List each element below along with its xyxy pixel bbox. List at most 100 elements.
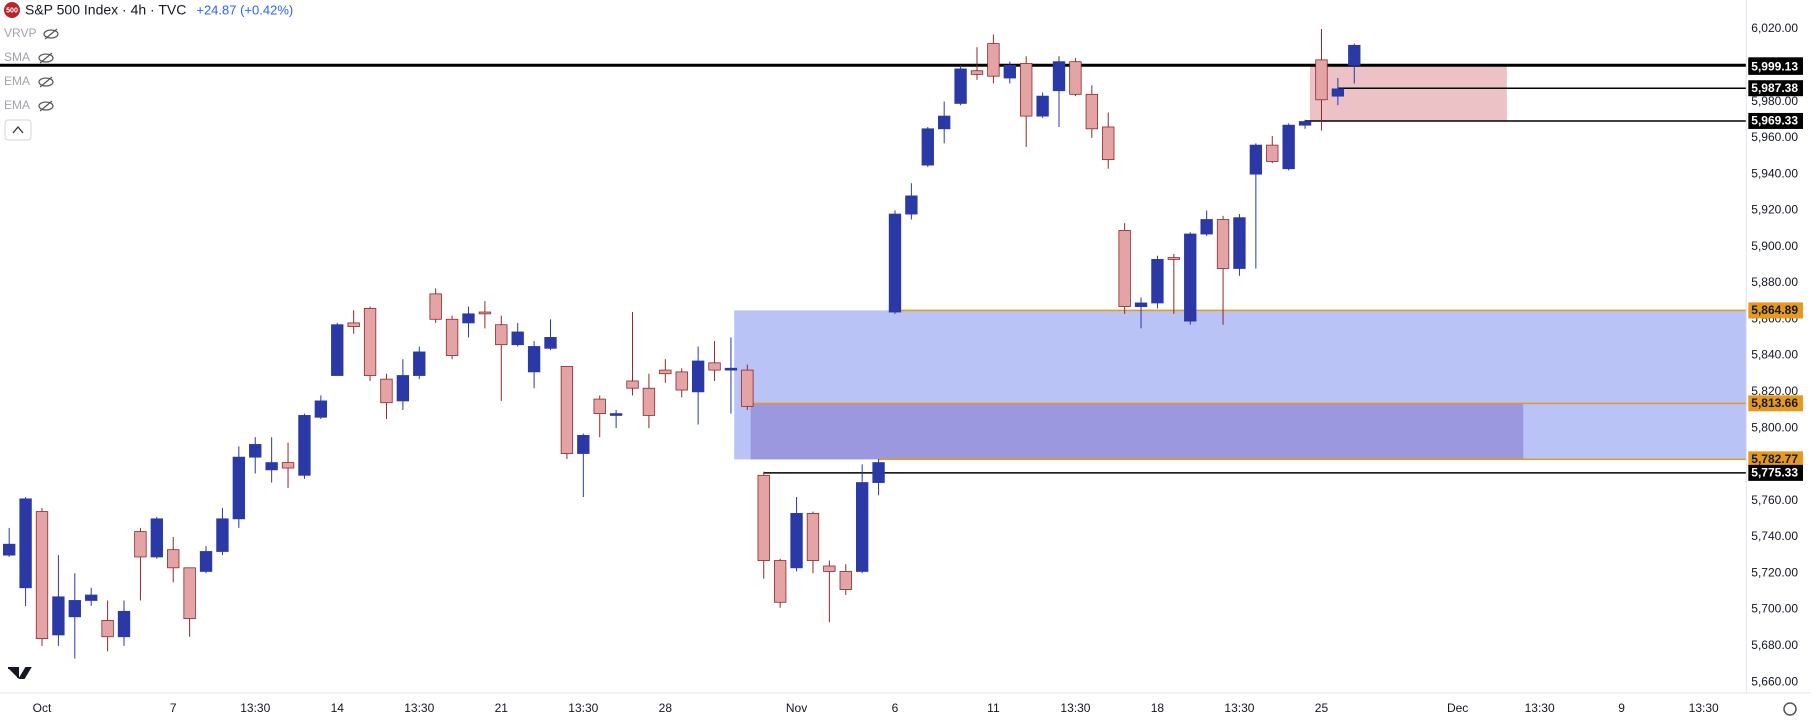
candle-body: [19, 498, 32, 589]
candle-body: [938, 115, 951, 130]
price-tag: [1748, 451, 1803, 468]
price-tag-label: 5,987.38: [1751, 81, 1798, 95]
candle-body: [905, 195, 918, 215]
candle-body: [888, 213, 902, 313]
price-tag-label: 5,782.77: [1751, 452, 1798, 466]
zone: [734, 310, 1747, 460]
candle-body: [167, 549, 180, 569]
candle-body: [527, 346, 541, 373]
candle-body: [134, 531, 147, 558]
zone: [750, 403, 1524, 460]
price-tag-label: 5,864.89: [1751, 303, 1798, 317]
y-tick-label: 5,740.00: [1751, 529, 1798, 543]
candle-body: [1298, 121, 1312, 126]
candle-body: [249, 444, 262, 458]
candle-body: [199, 551, 213, 572]
candle-body: [790, 512, 803, 569]
candle-body: [3, 543, 16, 556]
y-tick-label: 5,920.00: [1751, 203, 1798, 217]
hidden-icons: [38, 28, 59, 112]
y-tick-label: 5,980.00: [1751, 94, 1798, 108]
symbol-badge-text: 500: [6, 7, 18, 14]
y-tick-label: 5,800.00: [1751, 420, 1798, 434]
indicator-label: VRVP: [4, 26, 36, 40]
candle-body: [675, 371, 688, 391]
x-tick-label: 13:30: [1525, 701, 1555, 715]
candle-body: [1331, 88, 1345, 97]
candle-body: [1085, 93, 1098, 130]
candle-body: [281, 462, 295, 469]
candle-body: [855, 482, 869, 572]
candle-body: [331, 324, 344, 376]
x-tick-label: Nov: [786, 701, 807, 715]
candle-body: [68, 600, 81, 618]
candle-body: [1348, 44, 1361, 66]
candle-body: [741, 369, 754, 407]
candle-body: [478, 311, 492, 315]
indicator-label: SMA: [4, 50, 30, 64]
settings-button[interactable]: [1783, 702, 1797, 716]
price-tag: [1748, 58, 1803, 75]
price-tag-label: 5,999.13: [1751, 60, 1798, 74]
candle-body: [724, 367, 738, 371]
y-tick-label: 5,840.00: [1751, 348, 1798, 362]
candle-body: [577, 434, 590, 454]
candle-body: [445, 318, 459, 356]
x-tick-label: 13:30: [1224, 701, 1254, 715]
price-change: +24.87 (+0.42%): [196, 2, 293, 17]
price-tag-label: 5,969.33: [1751, 114, 1798, 128]
price-tag: [1748, 302, 1803, 319]
x-tick-label: 25: [1315, 701, 1329, 715]
candle-body: [314, 400, 328, 418]
candle-body: [773, 560, 787, 603]
candle-body: [101, 620, 114, 638]
price-tag-label: 5,775.33: [1751, 466, 1798, 480]
candle-body: [1003, 64, 1016, 79]
logo: [8, 667, 32, 679]
price-tag-label: 5,813.66: [1751, 396, 1798, 410]
price-tag: [1748, 395, 1803, 412]
candle-body: [85, 594, 98, 601]
candle-body: [970, 70, 984, 75]
candle-body: [413, 351, 426, 376]
candle-body: [609, 413, 623, 416]
indicator-label: EMA: [4, 98, 30, 112]
candle-body: [1069, 61, 1082, 95]
y-tick-label: 5,760.00: [1751, 493, 1798, 507]
candle-body: [429, 293, 442, 320]
candle-body: [150, 518, 163, 558]
candle-body: [954, 68, 967, 104]
candle-body: [1266, 144, 1279, 162]
x-tick-label: 11: [987, 701, 1000, 715]
candle-body: [1020, 63, 1033, 117]
collapse-button[interactable]: [4, 119, 32, 141]
y-tick-label: 5,720.00: [1751, 565, 1798, 579]
candle-body: [626, 380, 639, 389]
candle-body: [117, 610, 131, 638]
y-tick-label: 5,900.00: [1751, 239, 1798, 253]
y-tick-label: 5,680.00: [1751, 638, 1798, 652]
candle-body: [872, 462, 885, 483]
candle-body: [462, 313, 475, 324]
y-tick-label: 5,880.00: [1751, 275, 1798, 289]
candle-body: [708, 362, 721, 371]
candle-body: [1216, 219, 1230, 269]
candle-body: [183, 567, 196, 620]
candle-body: [560, 366, 574, 454]
candle-body: [1233, 217, 1246, 269]
symbol-badge: [4, 2, 20, 18]
candle-body: [1134, 302, 1148, 307]
x-tick-label: 13:30: [240, 701, 270, 715]
candle-body: [1052, 61, 1066, 92]
candle-body: [1184, 233, 1197, 322]
candle-body: [396, 375, 410, 402]
candle-body: [347, 322, 360, 327]
candle-body: [380, 378, 393, 404]
candle-body: [757, 474, 770, 561]
candle-body: [839, 571, 852, 590]
y-tick-label: 5,960.00: [1751, 130, 1798, 144]
candle-body: [1315, 59, 1328, 101]
candle-body: [363, 307, 377, 376]
candle-body: [1167, 257, 1181, 260]
